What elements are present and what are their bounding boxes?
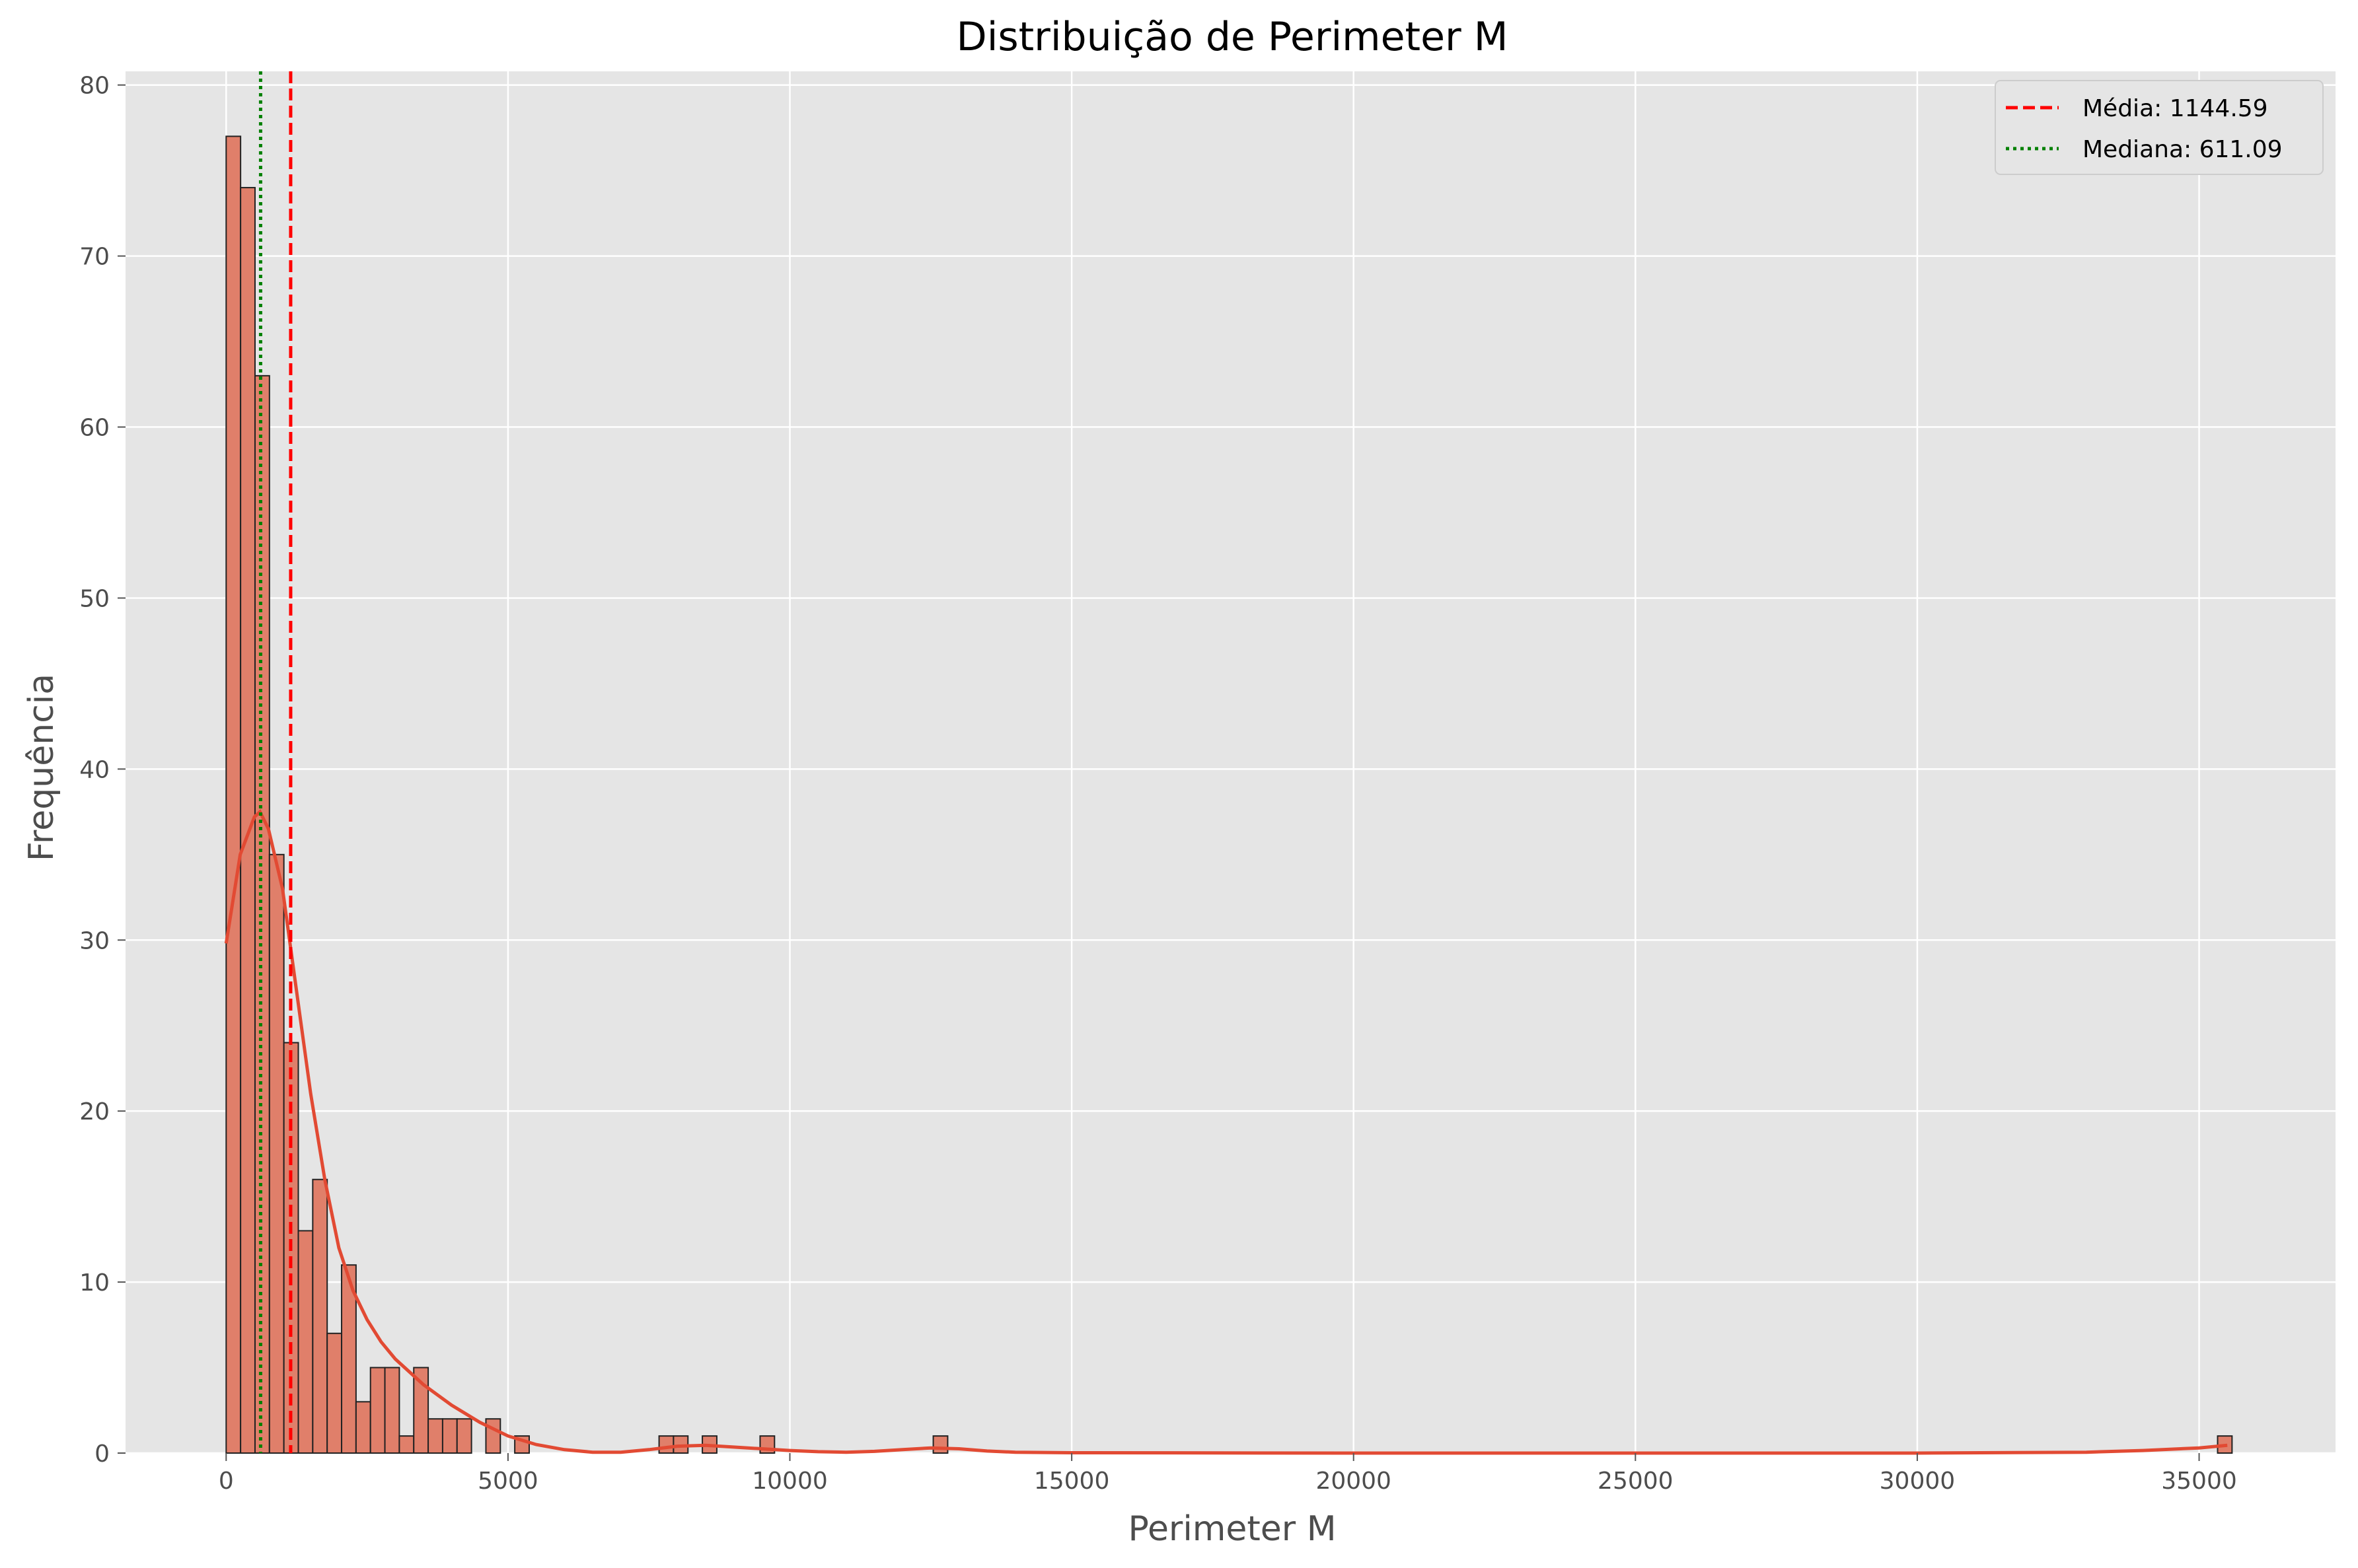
histogram-bar: [268, 853, 285, 1454]
histogram-bar: [658, 1435, 675, 1454]
x-tick-label: 30000: [1880, 1468, 1956, 1495]
histogram-bar: [485, 1418, 501, 1454]
histogram-bar: [355, 1401, 371, 1454]
gridlines: [126, 71, 2336, 1454]
histogram-bar: [384, 1367, 400, 1454]
chart-title: Distribuição de Perimeter M: [957, 14, 1508, 60]
x-tick-label: 25000: [1598, 1468, 1674, 1495]
y-tick-label: 10: [79, 1269, 110, 1297]
x-tick-label: 35000: [2161, 1468, 2237, 1495]
histogram-bars: [225, 135, 2233, 1454]
y-axis-label: Frequência: [22, 674, 61, 861]
kde-curve: [224, 809, 2228, 1455]
histogram-bar: [369, 1367, 386, 1454]
legend: Média: 1144.59 Mediana: 611.09: [1995, 80, 2324, 175]
y-tick-label: 20: [79, 1098, 110, 1125]
y-tick-label: 40: [79, 756, 110, 783]
x-tick-label: 20000: [1315, 1468, 1391, 1495]
axis-ticks: 0 5000 10000 15000 20000 25000 30000 35000 0 10 20…: [79, 73, 2237, 1495]
x-tick-label: 15000: [1034, 1468, 1110, 1495]
histogram-bar: [441, 1418, 458, 1454]
histogram-bar: [398, 1435, 415, 1454]
y-tick-label: 70: [79, 244, 110, 271]
y-tick-label: 50: [79, 585, 110, 612]
x-tick-label: 5000: [478, 1468, 538, 1495]
legend-box: [1995, 80, 2324, 175]
histogram-bar: [456, 1418, 472, 1454]
reference-lines: [258, 71, 293, 1453]
plot-area: [126, 71, 2336, 1453]
histogram-bar: [932, 1435, 949, 1454]
legend-median-label: Mediana: 611.09: [2082, 136, 2283, 163]
histogram-bar: [312, 1178, 328, 1454]
histogram-bar: [225, 135, 242, 1454]
histogram-bar: [413, 1367, 429, 1454]
y-tick-label: 60: [79, 415, 110, 442]
y-tick-label: 0: [94, 1441, 110, 1468]
histogram-bar: [427, 1418, 443, 1454]
histogram-bar: [326, 1332, 343, 1454]
x-tick-label: 0: [219, 1468, 234, 1495]
legend-mean-label: Média: 1144.59: [2082, 95, 2268, 122]
y-tick-label: 30: [79, 927, 110, 954]
y-tick-label: 80: [79, 73, 110, 100]
x-axis-label: Perimeter M: [1128, 1509, 1336, 1549]
histogram-bar: [341, 1264, 357, 1454]
histogram-bar: [297, 1230, 314, 1454]
x-tick-label: 10000: [752, 1468, 828, 1495]
